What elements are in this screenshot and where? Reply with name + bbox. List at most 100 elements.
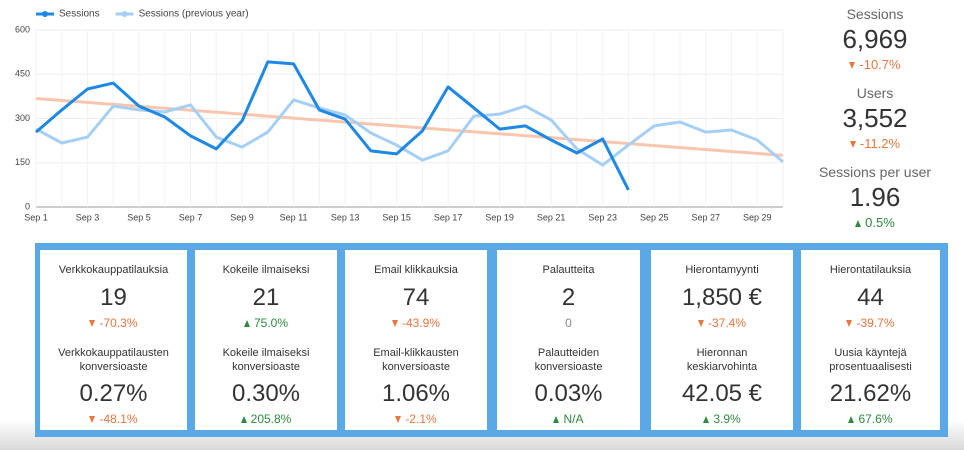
x-tick-label: Sep 23 xyxy=(588,212,617,222)
trend-arrow xyxy=(846,320,853,328)
scorecard-change: 0.5% xyxy=(800,215,950,230)
x-tick-label: Sep 15 xyxy=(382,212,411,222)
scorecard: Sessions per user 1.96 0.5% xyxy=(800,164,950,230)
kpi-label: Verkkokauppatilauksia xyxy=(58,264,169,276)
legend-label: Sessions xyxy=(59,9,100,20)
kpi-value: 2 xyxy=(561,284,576,311)
x-tick-label: Sep 13 xyxy=(331,212,360,222)
scorecard-value: 3,552 xyxy=(842,103,908,133)
x-tick-label: Sep 3 xyxy=(76,212,100,222)
legend-dot xyxy=(42,11,48,17)
kpi-label: Verkkokauppatilausten konversioaste xyxy=(58,347,169,373)
kpi-change: -37.4% xyxy=(651,316,793,330)
kpi-label: Hierontamyynti xyxy=(685,264,759,276)
change-text: -39.7% xyxy=(856,316,895,330)
kpi-value: 1.06% xyxy=(381,380,451,407)
kpi-label: Kokeile ilmaiseksi xyxy=(222,264,310,276)
series-line xyxy=(35,60,630,191)
change-text: 0.5% xyxy=(865,215,895,230)
x-tick-label: Sep 25 xyxy=(640,212,669,222)
legend-label: Sessions (previous year) xyxy=(139,9,249,20)
change-text: 3.9% xyxy=(713,412,741,426)
change-text: 0 xyxy=(565,316,572,330)
kpi-value: 74 xyxy=(402,284,430,311)
x-tick-label: Sep 29 xyxy=(743,212,772,222)
trend-arrow xyxy=(391,320,398,328)
kpi-value: 42.05 € xyxy=(681,380,763,407)
x-tick-label: Sep 5 xyxy=(127,212,151,222)
trend-arrow xyxy=(240,416,247,424)
change-text: -10.7% xyxy=(859,57,901,72)
trend-arrow xyxy=(703,416,710,424)
scorecard-label: Sessions per user xyxy=(818,164,932,180)
kpi-value: 1,850 € xyxy=(681,284,763,311)
kpi-card: Email klikkauksia 74 -43.9% Email-klikkaust… xyxy=(345,250,487,430)
trend-line xyxy=(35,97,784,157)
kpi-change: 3.9% xyxy=(651,412,793,426)
change-text: -48.1% xyxy=(99,412,138,426)
kpi-change: -48.1% xyxy=(40,412,187,426)
kpi-label: Palautteita xyxy=(542,264,595,276)
trend-arrow xyxy=(849,62,856,70)
scorecard-label: Users xyxy=(856,85,894,101)
legend-item: Sessions (previous year) xyxy=(115,9,249,20)
x-tick-label: Sep 17 xyxy=(434,212,463,222)
kpi-change: N/A xyxy=(497,412,640,426)
x-tick-label: Sep 27 xyxy=(691,212,720,222)
kpi-label: Email klikkauksia xyxy=(374,264,458,276)
kpi-change: -39.7% xyxy=(801,316,940,330)
trend-arrow xyxy=(848,416,855,424)
change-text: N/A xyxy=(563,412,584,426)
kpi-change: 205.8% xyxy=(195,412,337,426)
kpi-value: 44 xyxy=(857,284,884,311)
trend-arrow xyxy=(849,141,856,149)
legend-item: Sessions xyxy=(36,9,100,20)
kpi-card: Hierontatilauksia 44 -39.7% Uusia käyntejä … xyxy=(801,250,940,430)
card-panel: Verkkokauppatilauksia 19 -70.3% Verkkokaupp… xyxy=(35,243,948,437)
scorecard: Users 3,552 -11.2% xyxy=(800,85,950,151)
y-tick-label: 0 xyxy=(25,201,30,211)
trend-arrow xyxy=(395,416,402,424)
scorecard-value: 6,969 xyxy=(842,24,908,54)
kpi-change: 75.0% xyxy=(195,316,337,330)
kpi-change: 67.6% xyxy=(801,412,940,426)
x-tick-label: Sep 7 xyxy=(179,212,203,222)
x-tick-label: Sep 9 xyxy=(230,212,254,222)
x-tick-label: Sep 1 xyxy=(24,212,48,222)
kpi-label: Email-klikkausten konversioaste xyxy=(373,347,459,373)
kpi-value: 21 xyxy=(252,284,280,311)
scorecard-value: 1.96 xyxy=(849,182,901,212)
change-text: -37.4% xyxy=(707,316,747,330)
kpi-label: Hieronnan keskiarvohinta xyxy=(686,347,758,373)
kpi-change: 0 xyxy=(497,316,640,330)
kpi-label: Hierontatilauksia xyxy=(829,264,912,276)
kpi-value: 19 xyxy=(100,284,127,311)
kpi-change: -43.9% xyxy=(345,316,487,330)
trend-arrow xyxy=(243,320,250,328)
change-text: 205.8% xyxy=(250,412,292,426)
trend-arrow xyxy=(89,416,96,424)
kpi-label: Kokeile ilmaiseksi konversioaste xyxy=(222,347,310,373)
series-line xyxy=(35,98,784,167)
kpi-value: 0.03% xyxy=(534,380,603,407)
kpi-card: Verkkokauppatilauksia 19 -70.3% Verkkokaupp… xyxy=(40,250,187,430)
x-tick-label: Sep 11 xyxy=(280,212,308,222)
kpi-label: Palautteiden konversioaste xyxy=(534,347,603,373)
y-tick-label: 150 xyxy=(15,157,30,167)
y-tick-label: 300 xyxy=(15,113,30,123)
change-text: 75.0% xyxy=(253,316,289,330)
trend-arrow xyxy=(855,220,862,228)
y-tick-label: 600 xyxy=(15,24,30,34)
change-text: -70.3% xyxy=(99,316,138,330)
trend-arrow xyxy=(89,320,96,328)
y-tick-label: 450 xyxy=(15,69,30,79)
kpi-value: 21.62% xyxy=(829,380,912,407)
kpi-value: 0.30% xyxy=(231,380,301,407)
trend-arrow xyxy=(697,320,704,328)
change-text: -11.2% xyxy=(859,136,901,151)
kpi-card: Kokeile ilmaiseksi 21 75.0% Kokeile ilmaise… xyxy=(195,250,337,430)
x-tick-label: Sep 21 xyxy=(537,212,566,222)
scorecard: Sessions 6,969 -10.7% xyxy=(800,6,950,72)
kpi-change: -2.1% xyxy=(345,412,487,426)
